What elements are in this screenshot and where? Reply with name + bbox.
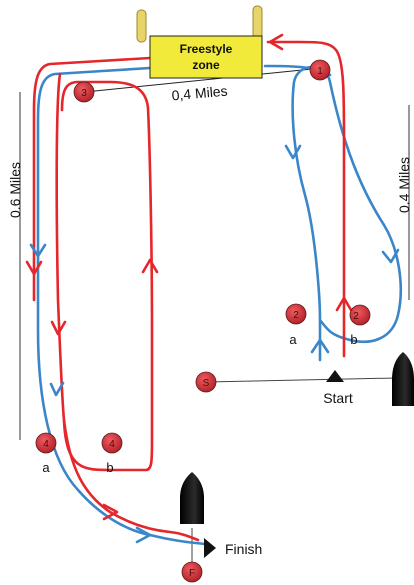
blue-route-line-2 <box>36 64 332 546</box>
finish-label: Finish <box>225 541 262 557</box>
buoy-4b: 4 b <box>101 432 123 475</box>
arrow-red-left <box>268 33 284 51</box>
arrow-blue-down-3 <box>29 243 47 258</box>
arrowheads <box>25 33 400 544</box>
distance-right-label: 0.4 Miles <box>396 157 412 213</box>
buoy-2b-number: 2 <box>353 311 359 322</box>
buoy-start-letter: S <box>203 378 210 389</box>
buoy-4a-sub: a <box>42 460 50 475</box>
buoy-2a-sub: a <box>289 332 297 347</box>
buoy-2a-number: 2 <box>293 310 299 321</box>
buoy-2b-sub: b <box>350 332 357 347</box>
freestyle-zone-line1: Freestyle <box>180 42 233 56</box>
freestyle-zone: Freestyle zone <box>136 5 263 79</box>
red-route-line-2 <box>55 72 154 472</box>
arrow-red-right <box>102 503 119 521</box>
buoy-2b: 2 b <box>349 304 371 347</box>
buoy-3: 3 <box>73 81 95 103</box>
arrow-blue-up <box>310 338 330 354</box>
blue-route-line <box>291 65 403 362</box>
arrow-blue-down-2 <box>381 248 400 264</box>
buoy-4b-number: 4 <box>109 439 115 450</box>
freestyle-zone-line2: zone <box>192 58 220 72</box>
arrow-blue-down-4 <box>49 381 65 397</box>
buoy-2a: 2 a <box>285 303 307 347</box>
distance-left-label: 0.6 Miles <box>7 162 23 218</box>
arrow-red-up <box>335 296 353 312</box>
buoy-1-number: 1 <box>317 66 323 77</box>
finish-boat-icon <box>180 472 204 524</box>
buoy-4b-sub: b <box>106 460 113 475</box>
buoy-1: 1 <box>309 59 331 81</box>
red-route-line-3 <box>62 418 200 542</box>
start-label: Start <box>323 390 353 406</box>
start-line <box>205 377 397 383</box>
arrow-blue-right <box>135 526 152 544</box>
arrow-red-down-2 <box>50 320 67 336</box>
buoy-finish: F <box>181 561 203 583</box>
blue-route <box>36 64 403 546</box>
freestyle-post-right <box>252 5 263 39</box>
arrow-red-down-1 <box>25 260 43 276</box>
buoy-3-number: 3 <box>81 88 87 99</box>
red-route <box>32 40 346 542</box>
freestyle-zone-box <box>149 35 263 79</box>
arrow-blue-down-1 <box>284 144 302 160</box>
distance-top-label: 0,4 Miles <box>171 83 228 104</box>
red-route-line <box>32 40 346 358</box>
start-boat-icon <box>392 352 414 406</box>
buoy-4a-number: 4 <box>43 439 49 450</box>
buoy-start: S <box>195 371 217 393</box>
freestyle-post-left <box>136 9 147 43</box>
arrow-red-up-2 <box>141 258 159 274</box>
start-marker-triangle <box>326 370 344 382</box>
finish-marker-triangle <box>204 538 216 558</box>
buoy-4a: 4 a <box>35 432 57 475</box>
buoy-finish-letter: F <box>189 568 195 579</box>
top-distance-line <box>84 67 323 93</box>
